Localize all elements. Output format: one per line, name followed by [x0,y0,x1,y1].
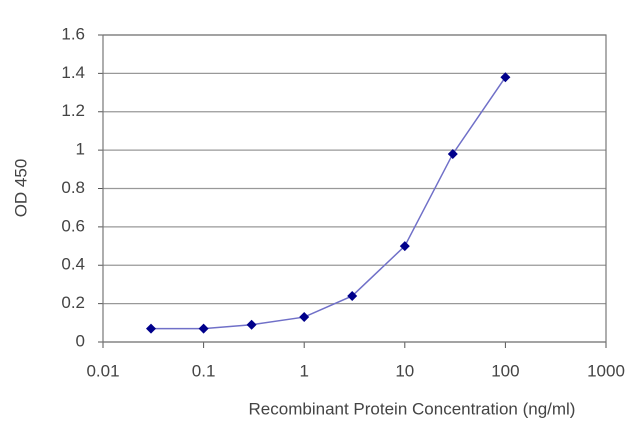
data-point [198,323,209,334]
y-tick-label: 0.2 [61,293,85,312]
x-tick-label: 10 [395,361,414,380]
data-line [150,76,507,330]
x-tick-label: 0.1 [192,361,216,380]
y-tick-label: 0.6 [61,216,85,235]
y-tick-label: 1.4 [61,63,85,82]
x-tick-label: 0.01 [86,361,119,380]
y-tick-label: 1.2 [61,101,85,120]
data-point [347,290,358,301]
y-tick-label: 1.6 [61,24,85,43]
x-tick-label: 100 [491,361,519,380]
y-axis-label: OD 450 [11,159,30,218]
y-tick-label: 0 [76,331,85,350]
data-point [500,72,511,83]
data-point [399,241,410,252]
plot-frame [102,34,607,343]
y-tick-label: 1 [76,140,85,159]
y-tick-label: 0.8 [61,178,85,197]
data-point [246,319,257,330]
data-point [299,312,310,323]
x-tick-label: 1000 [587,361,625,380]
y-tick-label: 0.4 [61,255,85,274]
x-tick-label: 1 [299,361,308,380]
data-point [447,148,458,159]
x-axis-label: Recombinant Protein Concentration (ng/ml… [249,399,576,418]
data-point [145,323,156,334]
